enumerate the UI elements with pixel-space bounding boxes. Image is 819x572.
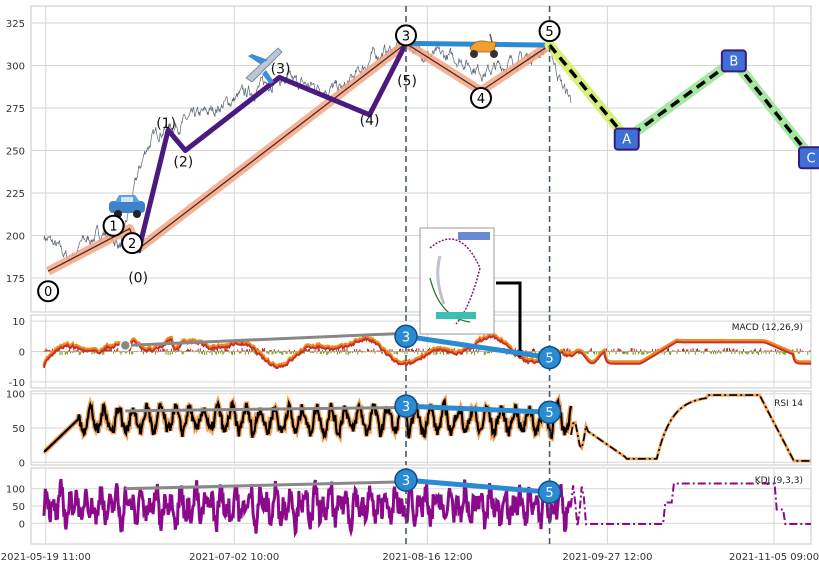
y-tick-label: 100 <box>6 485 25 496</box>
sub-wave-label: (5) <box>397 73 417 89</box>
kdj-divergence-label: 3 <box>402 474 410 489</box>
macd-line <box>42 334 811 370</box>
plane-body <box>245 47 283 83</box>
x-tick-label: 2021-11-05 09:00 <box>729 552 819 563</box>
macd-divergence-line <box>403 333 553 361</box>
kdj-divergence-marker <box>394 468 418 492</box>
kdj-divergence-marker <box>537 480 562 504</box>
thumbnail-pointer <box>496 281 522 357</box>
y-tick-label: 0 <box>19 519 25 530</box>
x-tick-label: 2021-09-27 12:00 <box>562 552 652 563</box>
wave-marker-4 <box>470 87 492 109</box>
y-tick-label: 275 <box>6 104 25 115</box>
macd-divergence-marker <box>394 324 418 349</box>
rsi-gray-line <box>125 405 407 413</box>
thumbnail-curve <box>429 238 481 325</box>
macd-panel <box>42 332 811 370</box>
sub-wave-label: (2) <box>173 155 193 171</box>
car-wheel <box>133 210 141 218</box>
kdj-panel <box>42 478 811 539</box>
car-window <box>121 197 133 202</box>
correction-label-C: C <box>806 151 815 166</box>
thumbnail-bar <box>458 232 490 240</box>
y-tick-label: 50 <box>12 424 25 435</box>
y-tick-label: 250 <box>6 147 25 158</box>
scooter-wheel <box>470 50 478 58</box>
panel-title-macd: MACD (12,26,9) <box>732 323 803 333</box>
y-tick-label: 10 <box>12 317 25 328</box>
sub-wave-line <box>135 42 409 254</box>
thumbnail-curve <box>436 255 446 305</box>
plane-wing <box>262 70 274 84</box>
wave-marker-5 <box>538 20 561 43</box>
embedded-thumbnail <box>419 227 495 335</box>
airplane-icon <box>245 47 283 84</box>
rsi-projection <box>570 394 811 462</box>
macd-divergence-label: 5 <box>545 352 553 367</box>
wave-label-3: 3 <box>402 29 410 44</box>
y-tick-label: 225 <box>6 189 25 200</box>
scooter-icon <box>469 33 498 58</box>
correction-box-B <box>720 49 747 73</box>
rsi-divergence-label: 5 <box>545 406 553 421</box>
thumbnail-bar <box>436 312 476 319</box>
y-tick-label: 100 <box>6 390 25 401</box>
y-tick-label: 300 <box>6 62 25 73</box>
x-tick-label: 2021-05-19 11:00 <box>1 552 91 563</box>
wave-label-0: 0 <box>44 285 52 300</box>
macd-gray-line <box>125 331 407 347</box>
correction-box-C <box>798 146 819 170</box>
wave-label-5: 5 <box>545 25 553 40</box>
plane-wing <box>248 54 268 64</box>
panel-title-kdj: KDJ (9,3,3) <box>755 476 803 486</box>
rsi-divergence-marker <box>394 394 418 418</box>
thumbnail-curve <box>429 277 471 323</box>
wave-marker-2 <box>121 232 144 255</box>
y-tick-label: 175 <box>6 274 25 285</box>
macd-divergence-label: 3 <box>402 330 410 345</box>
wave-marker-1 <box>102 214 125 237</box>
sub-wave-label: (4) <box>360 113 380 129</box>
sub-wave-label: (1) <box>156 116 176 132</box>
kdj-divergence-label: 5 <box>545 486 553 501</box>
rsi-divergence-marker <box>537 400 562 424</box>
sub-wave-label: (3) <box>271 61 291 77</box>
correction-box-A <box>613 127 640 151</box>
panel-title-rsi: RSI 14 <box>774 399 803 409</box>
y-tick-label: 325 <box>6 19 25 30</box>
kdj-divergence-line <box>403 477 553 495</box>
macd-divergence-marker <box>537 345 562 370</box>
scooter-handle <box>489 33 493 43</box>
kdj-gray-line <box>125 480 407 491</box>
wave-label-2: 2 <box>128 237 136 252</box>
y-tick-label: 50 <box>12 502 25 513</box>
wave-marker-0 <box>37 280 60 303</box>
rsi-divergence-label: 3 <box>402 400 410 415</box>
wave-label-4: 4 <box>477 92 485 107</box>
rsi-divergence-line <box>403 403 553 415</box>
kdj-projection <box>570 482 811 527</box>
y-tick-label: 0 <box>19 458 25 469</box>
wave-label-1: 1 <box>109 220 117 235</box>
sub-wave-label: (0) <box>128 271 148 287</box>
y-tick-label: 200 <box>6 232 25 243</box>
wave-marker-3 <box>395 24 417 47</box>
scooter-body <box>469 40 497 53</box>
kdj-line <box>42 478 573 539</box>
correction-label-B: B <box>729 54 738 69</box>
y-tick-label: 0 <box>19 348 25 359</box>
x-tick-label: 2021-07-02 10:00 <box>189 552 279 563</box>
correction-label-A: A <box>622 133 631 148</box>
scooter-wheel <box>490 50 498 58</box>
macd-gray-dot <box>119 339 132 352</box>
x-tick-label: 2021-08-16 12:00 <box>382 552 472 563</box>
y-tick-label: -10 <box>9 378 25 389</box>
